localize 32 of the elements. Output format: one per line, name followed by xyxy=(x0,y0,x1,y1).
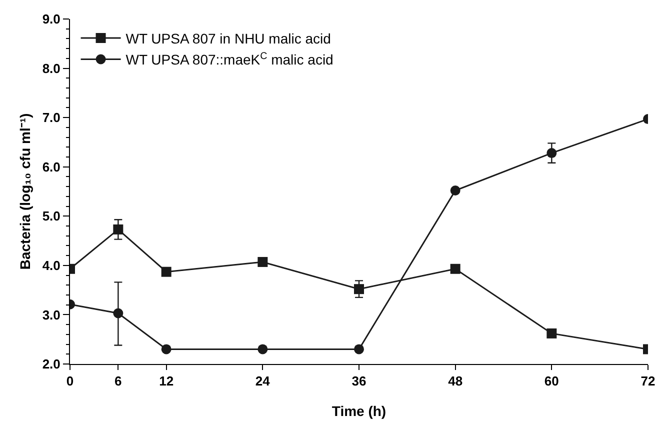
x-tick-label: 72 xyxy=(640,374,656,389)
point xyxy=(546,148,557,158)
x-tick-label: 60 xyxy=(544,374,559,389)
x-tick-label: 48 xyxy=(448,374,463,389)
legend-label: WT UPSA 807::maeK$^{C}$ malic acid xyxy=(126,50,334,68)
x-tick-label: 36 xyxy=(352,374,366,389)
y-tick-label: 9.0 xyxy=(42,12,60,27)
point xyxy=(450,264,460,274)
x-tick-label: 12 xyxy=(159,374,174,389)
y-tick-label: 5.0 xyxy=(42,208,60,224)
point xyxy=(113,308,124,318)
y-tick-label: 7.0 xyxy=(42,110,60,126)
legend-label: WT UPSA 807 in NHU malic acid xyxy=(126,30,331,47)
y-tick-label: 4.0 xyxy=(42,258,60,273)
y-tick-label: 2.0 xyxy=(42,356,60,372)
x-tick-label: 24 xyxy=(255,374,271,389)
x-axis-title: Time (h) xyxy=(332,403,386,419)
y-tick-label: 6.0 xyxy=(42,159,60,174)
point xyxy=(113,224,124,234)
x-tick-label: 6 xyxy=(114,374,122,389)
point xyxy=(161,344,172,354)
y-axis-title: Bacteria (log₁₀ cfu ml⁻¹) xyxy=(16,113,33,270)
point xyxy=(258,256,268,267)
x-tick-label: 0 xyxy=(66,374,74,389)
y-tick-label: 8.0 xyxy=(42,60,60,76)
point xyxy=(450,186,460,196)
point xyxy=(161,266,172,277)
point xyxy=(258,344,268,354)
point xyxy=(354,344,364,354)
point xyxy=(354,284,364,294)
point xyxy=(546,328,557,338)
y-tick-label: 3.0 xyxy=(42,307,60,322)
